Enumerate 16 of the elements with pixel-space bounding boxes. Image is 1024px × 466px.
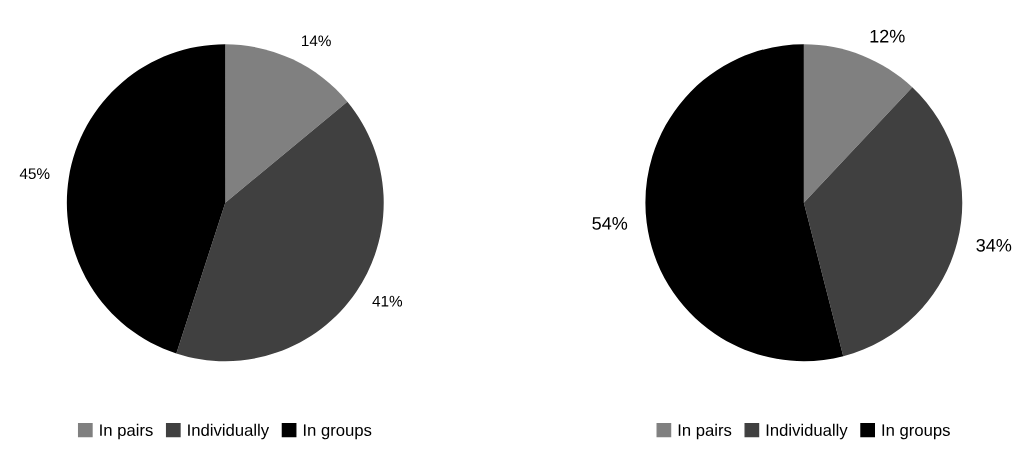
pie-slice [803, 44, 913, 203]
data-label: 14% [302, 35, 331, 47]
data-label: 45% [19, 168, 50, 180]
data-label: 41% [372, 295, 403, 307]
data-label: 34% [976, 238, 1012, 252]
data-label: 54% [592, 217, 628, 230]
pie-slice [803, 87, 963, 357]
legend-label: Individually [188, 423, 270, 440]
legend-label: In pairs [100, 423, 153, 440]
legend-label: In groups [882, 424, 950, 440]
legend-label: In pairs [678, 423, 732, 440]
legend-label: Individually [766, 423, 848, 440]
pie-slice [645, 44, 844, 362]
pie-slice [66, 44, 226, 354]
legend-label: In groups [303, 424, 372, 440]
data-label: 12% [870, 29, 905, 43]
